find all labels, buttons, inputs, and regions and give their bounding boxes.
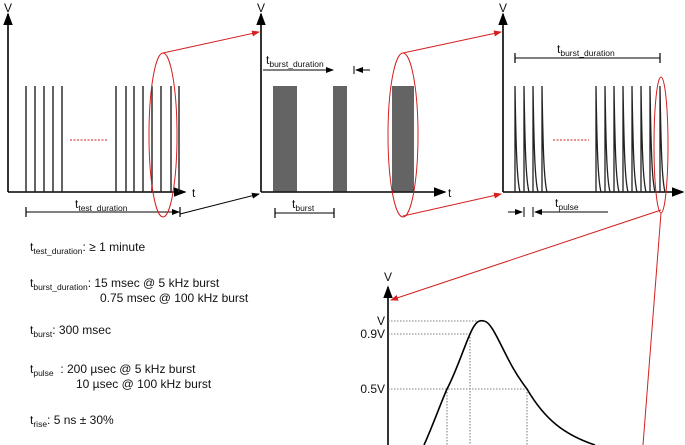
test-duration-label: ttest_duration (75, 197, 128, 213)
panel-burst: V t tburst_duration tburst (256, 1, 452, 218)
level-0-5v: 0.5V (360, 382, 385, 396)
pulse (659, 85, 666, 193)
v-axis-label: V (257, 1, 265, 15)
pulse (622, 85, 629, 193)
pulse-train (514, 85, 666, 193)
pulse (631, 85, 638, 193)
spec-list: ttest_duration: ≥ 1 minute tburst_durati… (30, 240, 249, 429)
spec-pulse-2: 10 µsec @ 100 kHz burst (76, 377, 212, 391)
pulse (514, 85, 521, 193)
panel-test-duration: V t ttest_duration (3, 1, 196, 218)
spec-burst: tburst: 300 msec (30, 323, 111, 339)
pulse (541, 85, 548, 193)
zoom-connectors (162, 30, 662, 445)
t-axis-label: t (192, 186, 196, 200)
pulse (604, 85, 611, 193)
burst-pulses (25, 86, 180, 192)
pulse-label: tpulse (555, 196, 579, 212)
spec-pulse: tpulse : 200 µsec @ 5 kHz burst (30, 362, 196, 378)
burst-duration-label: tburst_duration (266, 53, 324, 69)
pulse (649, 85, 656, 193)
v-axis-label: V (4, 1, 12, 15)
burst-label: tburst (292, 197, 315, 213)
spec-test-duration: ttest_duration: ≥ 1 minute (30, 240, 145, 256)
pulse (523, 85, 530, 193)
burst-pulses (273, 86, 414, 192)
spec-burst-duration-2: 0.75 msec @ 100 kHz burst (100, 291, 249, 305)
spec-rise: trise: 5 ns ± 30% (30, 413, 114, 429)
v-axis-label: V (384, 270, 392, 284)
pulse (595, 85, 602, 193)
pulse-shape-graph: V V 0.9V 0.5V (360, 270, 596, 445)
level-v: V (377, 314, 385, 328)
pulse (613, 85, 620, 193)
t-axis-label: t (448, 186, 452, 200)
level-0-9v: 0.9V (360, 327, 385, 341)
spec-burst-duration: tburst_duration: 15 msec @ 5 kHz burst (30, 276, 220, 292)
panel-pulse: V tburst_duration tpulse (498, 1, 685, 217)
v-axis-label: V (499, 1, 507, 15)
pulse (532, 85, 539, 193)
pulse-waveform (423, 319, 596, 445)
pulse (640, 85, 647, 193)
burst-duration-label: tburst_duration (557, 42, 615, 58)
